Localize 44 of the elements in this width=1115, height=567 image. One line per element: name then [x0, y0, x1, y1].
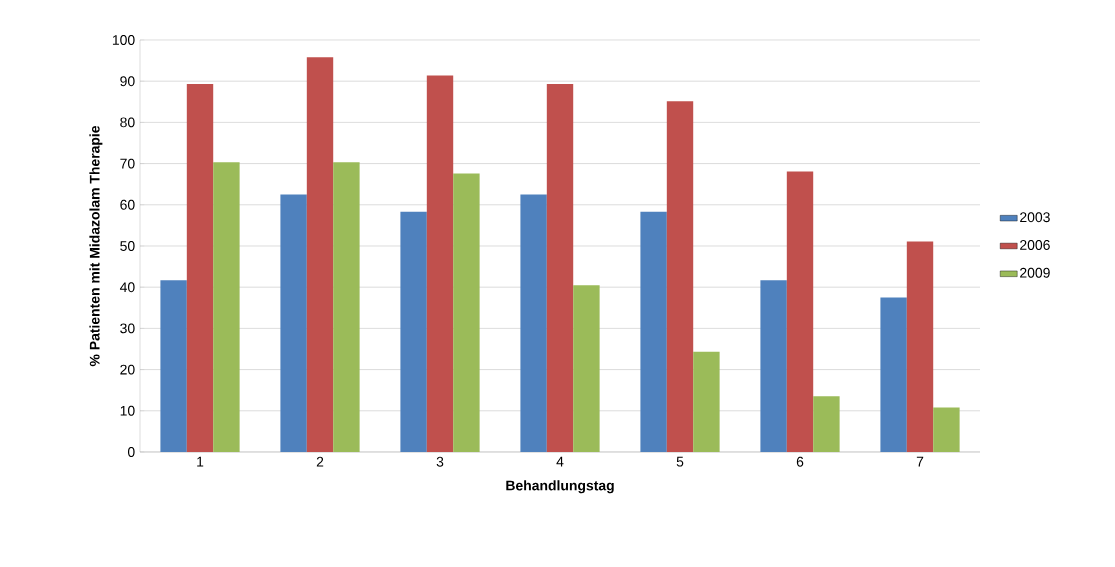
y-tick-label: 40 — [119, 282, 135, 293]
legend-label: 2009 — [1020, 267, 1050, 278]
bar — [546, 84, 574, 452]
bar — [666, 101, 694, 452]
y-tick-label: 50 — [120, 241, 135, 251]
y-tick-label: 100 — [112, 35, 135, 45]
bar — [693, 351, 720, 452]
bar — [813, 396, 840, 452]
legend-label: 2003 — [1020, 212, 1050, 223]
bar — [906, 241, 934, 452]
bar — [786, 171, 814, 452]
x-tick-label: 5 — [676, 456, 684, 467]
bar — [280, 194, 307, 452]
bar — [213, 162, 240, 452]
bar — [520, 194, 547, 452]
bar — [573, 285, 600, 452]
x-tick-label: 6 — [796, 456, 804, 467]
y-tick-label: 80 — [120, 117, 135, 128]
bar — [186, 84, 214, 452]
x-tick-label: 4 — [556, 456, 564, 467]
x-tick-label: 7 — [916, 456, 924, 467]
bar — [306, 57, 334, 452]
bar — [400, 211, 427, 452]
y-tick-label: 30 — [120, 323, 135, 334]
y-tick-label: 0 — [127, 447, 135, 457]
x-tick-label: 1 — [197, 456, 204, 467]
bar — [880, 297, 907, 452]
x-tick-label: 3 — [436, 456, 444, 467]
x-axis-title: Behandlungstag — [506, 480, 614, 494]
y-tick-label: 70 — [120, 158, 135, 169]
y-tick-label: 20 — [120, 364, 135, 375]
y-tick-label: 90 — [120, 76, 135, 87]
y-axis-title: % Patienten mit Midazolam Therapie — [89, 125, 103, 367]
bar — [453, 173, 480, 452]
bar — [426, 75, 454, 452]
y-tick-label: 60 — [120, 199, 135, 210]
bar — [160, 280, 187, 452]
x-tick-label: 2 — [316, 456, 324, 467]
y-tick-label: 10 — [120, 405, 135, 416]
legend-label: 2006 — [1020, 240, 1050, 250]
bar — [760, 280, 787, 452]
bar — [640, 211, 667, 452]
bar — [333, 162, 360, 452]
bar — [933, 407, 960, 452]
